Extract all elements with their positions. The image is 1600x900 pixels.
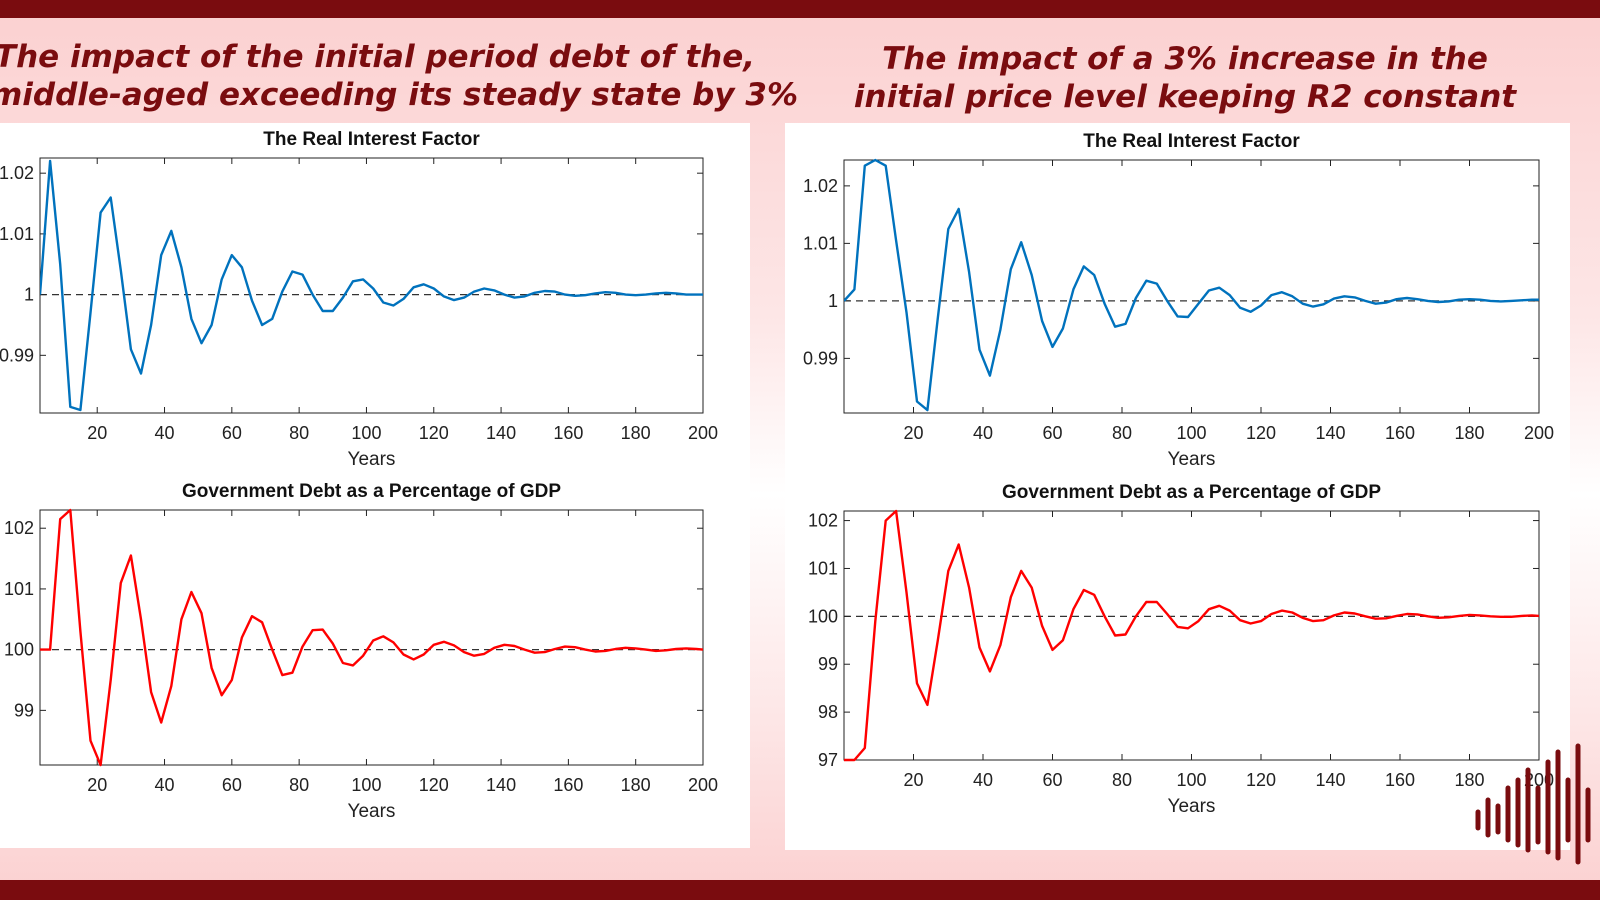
x-tick-label: 140 [486, 775, 516, 795]
bar-waveform-icon [1475, 743, 1591, 865]
x-axis-label: Years [348, 449, 396, 470]
x-tick-label: 60 [1042, 770, 1062, 790]
left-figure-panel: The Real Interest Factor 20 40 60 80 100 120 14… [0, 123, 750, 848]
y-tick-label: 101 [4, 579, 34, 599]
chart-title: The Real Interest Factor [1083, 131, 1300, 152]
x-tick-label: 20 [903, 423, 923, 443]
right-heading: The impact of a 3% increase in the initi… [785, 40, 1585, 116]
x-tick-label: 120 [419, 423, 449, 443]
x-tick-label: 60 [222, 423, 242, 443]
right-heading-line1: The impact of a 3% increase in the [882, 41, 1488, 77]
y-tick-label: 0.99 [0, 345, 34, 365]
y-tick-label: 102 [808, 511, 838, 531]
x-tick-label: 140 [486, 423, 516, 443]
x-tick-label: 100 [351, 775, 381, 795]
chart-title: The Real Interest Factor [263, 129, 480, 150]
x-tick-label: 40 [973, 423, 993, 443]
y-tick-label: 101 [808, 558, 838, 578]
x-tick-label: 120 [419, 775, 449, 795]
x-tick-label: 200 [688, 423, 718, 443]
y-tick-label: 100 [4, 640, 34, 660]
y-tick-label: 102 [4, 518, 34, 538]
x-tick-label: 100 [1176, 423, 1206, 443]
x-tick-label: 100 [1176, 770, 1206, 790]
x-tick-label: 120 [1246, 770, 1276, 790]
x-tick-label: 160 [553, 775, 583, 795]
y-tick-label: 1.01 [803, 233, 838, 253]
y-tick-label: 1.01 [0, 224, 34, 244]
x-tick-label: 60 [222, 775, 242, 795]
x-tick-label: 60 [1042, 423, 1062, 443]
right-interest-chart: The Real Interest Factor 20 40 60 80 100 120 14… [803, 131, 1554, 470]
right-heading-line2: initial price level keeping R2 constant [853, 79, 1517, 115]
x-tick-label: 180 [621, 423, 651, 443]
left-heading-line1: The impact of the initial period debt of… [0, 39, 756, 75]
x-tick-label: 160 [553, 423, 583, 443]
y-tick-label: 98 [818, 702, 838, 722]
series-line [40, 508, 703, 767]
x-axis-label: Years [1168, 449, 1216, 470]
y-tick-label: 99 [14, 700, 34, 720]
right-figure-panel: The Real Interest Factor 20 40 60 80 100 120 14… [785, 123, 1570, 850]
plot-area [843, 510, 1540, 761]
x-tick-label: 180 [1454, 423, 1484, 443]
x-tick-label: 40 [155, 423, 175, 443]
plot-area [39, 509, 704, 766]
series-line [40, 159, 703, 412]
y-tick-label: 100 [808, 606, 838, 626]
y-tick-label: 1.02 [0, 163, 34, 183]
x-tick-label: 40 [973, 770, 993, 790]
x-tick-label: 80 [1112, 770, 1132, 790]
x-tick-label: 160 [1385, 770, 1415, 790]
x-tick-label: 140 [1315, 770, 1345, 790]
x-axis-label: Years [1168, 796, 1216, 817]
x-tick-label: 180 [621, 775, 651, 795]
y-tick-label: 99 [818, 654, 838, 674]
x-axis-label: Years [348, 801, 396, 822]
y-tick-label: 97 [818, 750, 838, 770]
x-tick-label: 160 [1385, 423, 1415, 443]
chart-title: Government Debt as a Percentage of GDP [1002, 482, 1381, 503]
y-tick-label: 1.02 [803, 176, 838, 196]
x-tick-label: 100 [351, 423, 381, 443]
x-tick-label: 200 [1524, 423, 1554, 443]
y-tick-label: 1 [24, 285, 34, 305]
left-interest-chart: The Real Interest Factor 20 40 60 80 100 120 14… [0, 129, 718, 470]
x-tick-label: 20 [87, 775, 107, 795]
x-tick-label: 40 [155, 775, 175, 795]
y-tick-label: 0.99 [803, 348, 838, 368]
x-tick-label: 80 [289, 423, 309, 443]
bottom-banner-bar [0, 880, 1600, 900]
series-line [844, 158, 1539, 412]
right-debt-chart: Government Debt as a Percentage of GDP 20… [808, 482, 1554, 817]
x-tick-label: 200 [688, 775, 718, 795]
x-tick-label: 140 [1315, 423, 1345, 443]
plot-area [843, 159, 1540, 414]
left-debt-chart: Government Debt as a Percentage of GDP 20… [4, 481, 718, 822]
x-tick-label: 80 [289, 775, 309, 795]
series-line [844, 509, 1539, 762]
top-banner-bar [0, 0, 1600, 18]
x-tick-label: 20 [87, 423, 107, 443]
chart-title: Government Debt as a Percentage of GDP [182, 481, 561, 502]
y-tick-label: 1 [828, 291, 838, 311]
x-tick-label: 120 [1246, 423, 1276, 443]
x-tick-label: 80 [1112, 423, 1132, 443]
left-heading: The impact of the initial period debt of… [0, 38, 798, 114]
x-tick-label: 180 [1454, 770, 1484, 790]
left-heading-line2: middle-aged exceeding its steady state b… [0, 77, 798, 113]
x-tick-label: 20 [903, 770, 923, 790]
